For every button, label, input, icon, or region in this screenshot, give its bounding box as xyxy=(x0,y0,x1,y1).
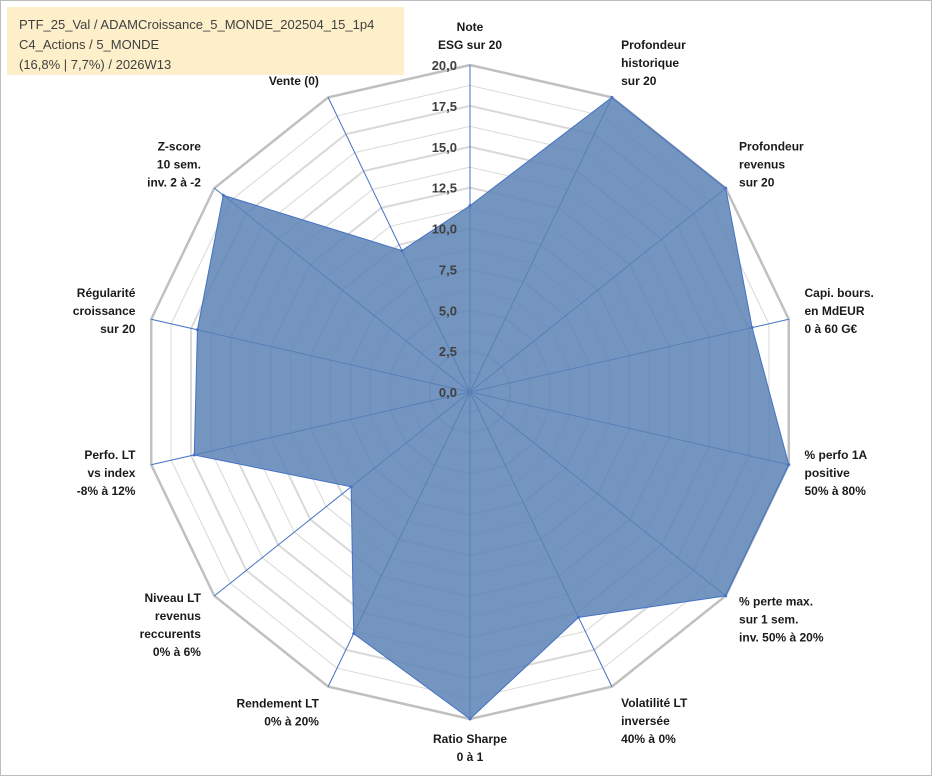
axis-label-regularite: Régularité xyxy=(77,286,136,300)
axis-label-zscore: Z-score xyxy=(158,139,202,153)
axis-label-perf1a: positive xyxy=(805,466,851,480)
axis-label-sharpe: 0 à 1 xyxy=(457,750,484,764)
axis-label-perf1a: 50% à 80% xyxy=(805,484,867,498)
axis-label-prof_hist: historique xyxy=(621,56,679,70)
axis-label-niveau: reccurents xyxy=(140,627,202,641)
tick-label: 15,0 xyxy=(432,140,457,155)
axis-label-volat: inversée xyxy=(621,714,670,728)
axis-label-rendement: Rendement LT xyxy=(236,697,319,711)
data-point-sharpe xyxy=(468,717,472,721)
data-point-niveau xyxy=(349,485,353,489)
axis-label-capi: en MdEUR xyxy=(805,304,865,318)
axis-label-perte_max: % perte max. xyxy=(739,595,813,609)
axis-label-momentum: Vente (0) xyxy=(269,74,319,88)
radar-axis-labels: Note ESG sur 20 Profondeur historique sur 20… xyxy=(73,20,874,764)
data-point-perte_max xyxy=(724,594,728,598)
tick-label: 10,0 xyxy=(432,222,457,237)
axis-label-capi: Capi. bours. xyxy=(805,286,874,300)
info-line-category: C4_Actions / 5_MONDE xyxy=(19,37,160,52)
axis-label-sharpe: Ratio Sharpe xyxy=(433,732,507,746)
data-point-esg xyxy=(468,204,472,208)
axis-label-regularite: sur 20 xyxy=(100,322,136,336)
data-point-regularite xyxy=(195,328,199,332)
data-point-zscore xyxy=(221,193,225,197)
tick-label: 20,0 xyxy=(432,58,457,73)
data-point-volat xyxy=(577,615,581,619)
axis-label-perf_lt: vs index xyxy=(87,466,135,480)
axis-label-prof_hist: sur 20 xyxy=(621,74,657,88)
data-point-perf_lt xyxy=(192,453,196,457)
axis-label-perf_lt: Perfo. LT xyxy=(84,448,136,462)
axis-label-prof_rev: sur 20 xyxy=(739,175,775,189)
axis-label-esg: ESG sur 20 xyxy=(438,38,502,52)
tick-label: 7,5 xyxy=(439,262,457,277)
axis-label-capi: 0 à 60 G€ xyxy=(805,322,858,336)
tick-label: 5,0 xyxy=(439,303,457,318)
axis-label-niveau: Niveau LT xyxy=(144,591,201,605)
tick-label: 0,0 xyxy=(439,385,457,400)
axis-label-zscore: 10 sem. xyxy=(157,157,201,171)
axis-label-volat: 40% à 0% xyxy=(621,732,676,746)
axis-label-perte_max: sur 1 sem. xyxy=(739,613,798,627)
axis-label-zscore: inv. 2 à -2 xyxy=(147,175,201,189)
axis-label-regularite: croissance xyxy=(73,304,136,318)
info-line-portfolio: PTF_25_Val / ADAMCroissance_5_MONDE_2025… xyxy=(19,17,375,32)
tick-label: 17,5 xyxy=(432,99,457,114)
data-point-rendement xyxy=(352,632,356,636)
info-line-stats: (16,8% | 7,7%) / 2026W13 xyxy=(19,57,172,72)
radar-series xyxy=(192,95,791,721)
data-point-capi xyxy=(750,326,754,330)
tick-label: 12,5 xyxy=(432,181,457,196)
info-box: PTF_25_Val / ADAMCroissance_5_MONDE_2025… xyxy=(7,7,404,75)
axis-label-niveau: revenus xyxy=(155,609,201,623)
axis-label-volat: Volatilité LT xyxy=(621,696,688,710)
axis-label-perf1a: % perfo 1A xyxy=(805,448,868,462)
data-point-prof_rev xyxy=(724,186,728,190)
data-point-perf1a xyxy=(787,463,791,467)
axis-label-rendement: 0% à 20% xyxy=(264,715,319,729)
data-point-prof_hist xyxy=(610,95,614,99)
tick-label: 2,5 xyxy=(439,344,457,359)
axis-label-perf_lt: -8% à 12% xyxy=(77,484,136,498)
axis-label-prof_rev: Profondeur xyxy=(739,139,804,153)
data-point-momentum xyxy=(400,249,404,253)
axis-label-prof_hist: Profondeur xyxy=(621,38,686,52)
radar-tick-labels: 0,0 2,5 5,0 7,5 10,0 12,5 15,0 17,5 20,0 xyxy=(432,58,457,400)
axis-label-perte_max: inv. 50% à 20% xyxy=(739,631,824,645)
axis-label-prof_rev: revenus xyxy=(739,157,785,171)
axis-label-esg: Note xyxy=(457,20,484,34)
axis-label-niveau: 0% à 6% xyxy=(153,645,201,659)
